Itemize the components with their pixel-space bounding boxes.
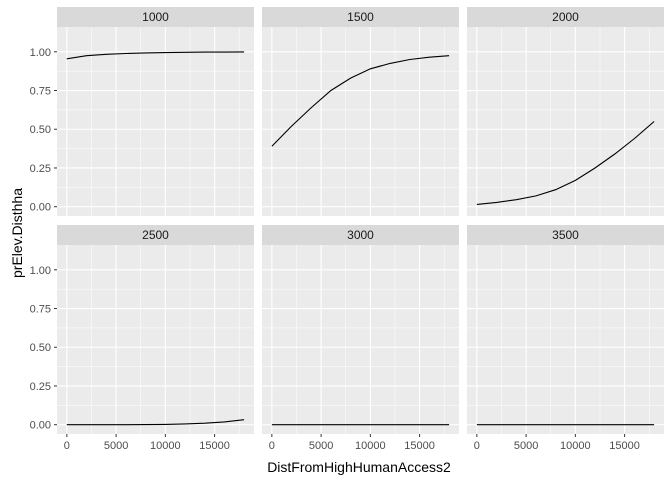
facet-strip-label: 1500: [347, 10, 374, 24]
y-tick-label: 0.75: [30, 86, 51, 98]
facet-strip-label: 3000: [347, 228, 374, 242]
facet-strip-label: 2500: [142, 228, 169, 242]
series-line-2500: [66, 419, 245, 426]
y-tick-label: 0.00: [30, 202, 51, 214]
y-tick-label: 1.00: [30, 47, 51, 59]
facet-panel-3000: 3000 0 5000 10000 15000: [262, 225, 459, 452]
y-tick-label: 1.00: [30, 265, 51, 277]
x-tick-label: 15000: [404, 440, 435, 452]
x-tick-label: 10000: [355, 440, 386, 452]
facet-strip: [467, 7, 664, 27]
y-tick-label: 0.25: [30, 163, 51, 175]
x-tick-label: 0: [64, 440, 70, 452]
x-tick-label: 5000: [104, 440, 128, 452]
series-line-2000: [476, 121, 655, 205]
x-tick-label: 0: [474, 440, 480, 452]
y-axis-title: prElev.Disthha: [9, 188, 25, 278]
y-tick-label: 0.50: [30, 124, 51, 136]
y-tick-label: 0.00: [30, 420, 51, 432]
x-axis-title: DistFromHighHumanAccess2: [267, 459, 451, 475]
facet-panel-1000: 1000 0.00 0.25 0.50 0.75 1.00: [30, 7, 254, 216]
facet-strip: [57, 7, 254, 27]
panel-background: [467, 27, 664, 216]
y-tick-label: 0.25: [30, 381, 51, 393]
facet-strip-label: 2000: [552, 10, 579, 24]
facet-strip: [262, 7, 459, 27]
facet-strip: [467, 225, 664, 245]
facet-strip: [57, 225, 254, 245]
facet-strip-label: 1000: [142, 10, 169, 24]
facet-strip: [262, 225, 459, 245]
x-tick-label: 5000: [309, 440, 333, 452]
panel-background: [467, 245, 664, 434]
x-tick-label: 10000: [560, 440, 591, 452]
x-tick-label: 5000: [514, 440, 538, 452]
y-tick-label: 0.50: [30, 342, 51, 354]
y-tick-label: 0.75: [30, 304, 51, 316]
series-line-1500: [271, 55, 450, 147]
x-tick-label: 15000: [199, 440, 230, 452]
facet-panel-2500: 2500 0.00 0.25 0.50 0.75 1.00 0 5000 10000 15000: [30, 225, 254, 452]
panel-background: [262, 245, 459, 434]
panel-background: [57, 245, 254, 434]
x-tick-label: 15000: [609, 440, 640, 452]
facet-panel-3500: 3500 0 5000 10000 15000: [467, 225, 664, 452]
facet-panel-1500: 1500: [262, 7, 459, 216]
facet-strip-label: 3500: [552, 228, 579, 242]
x-tick-label: 10000: [150, 440, 181, 452]
panel-background: [57, 27, 254, 216]
series-line-1000: [66, 51, 245, 60]
x-tick-label: 0: [269, 440, 275, 452]
panel-background: [262, 27, 459, 216]
facet-panel-2000: 2000: [467, 7, 664, 216]
